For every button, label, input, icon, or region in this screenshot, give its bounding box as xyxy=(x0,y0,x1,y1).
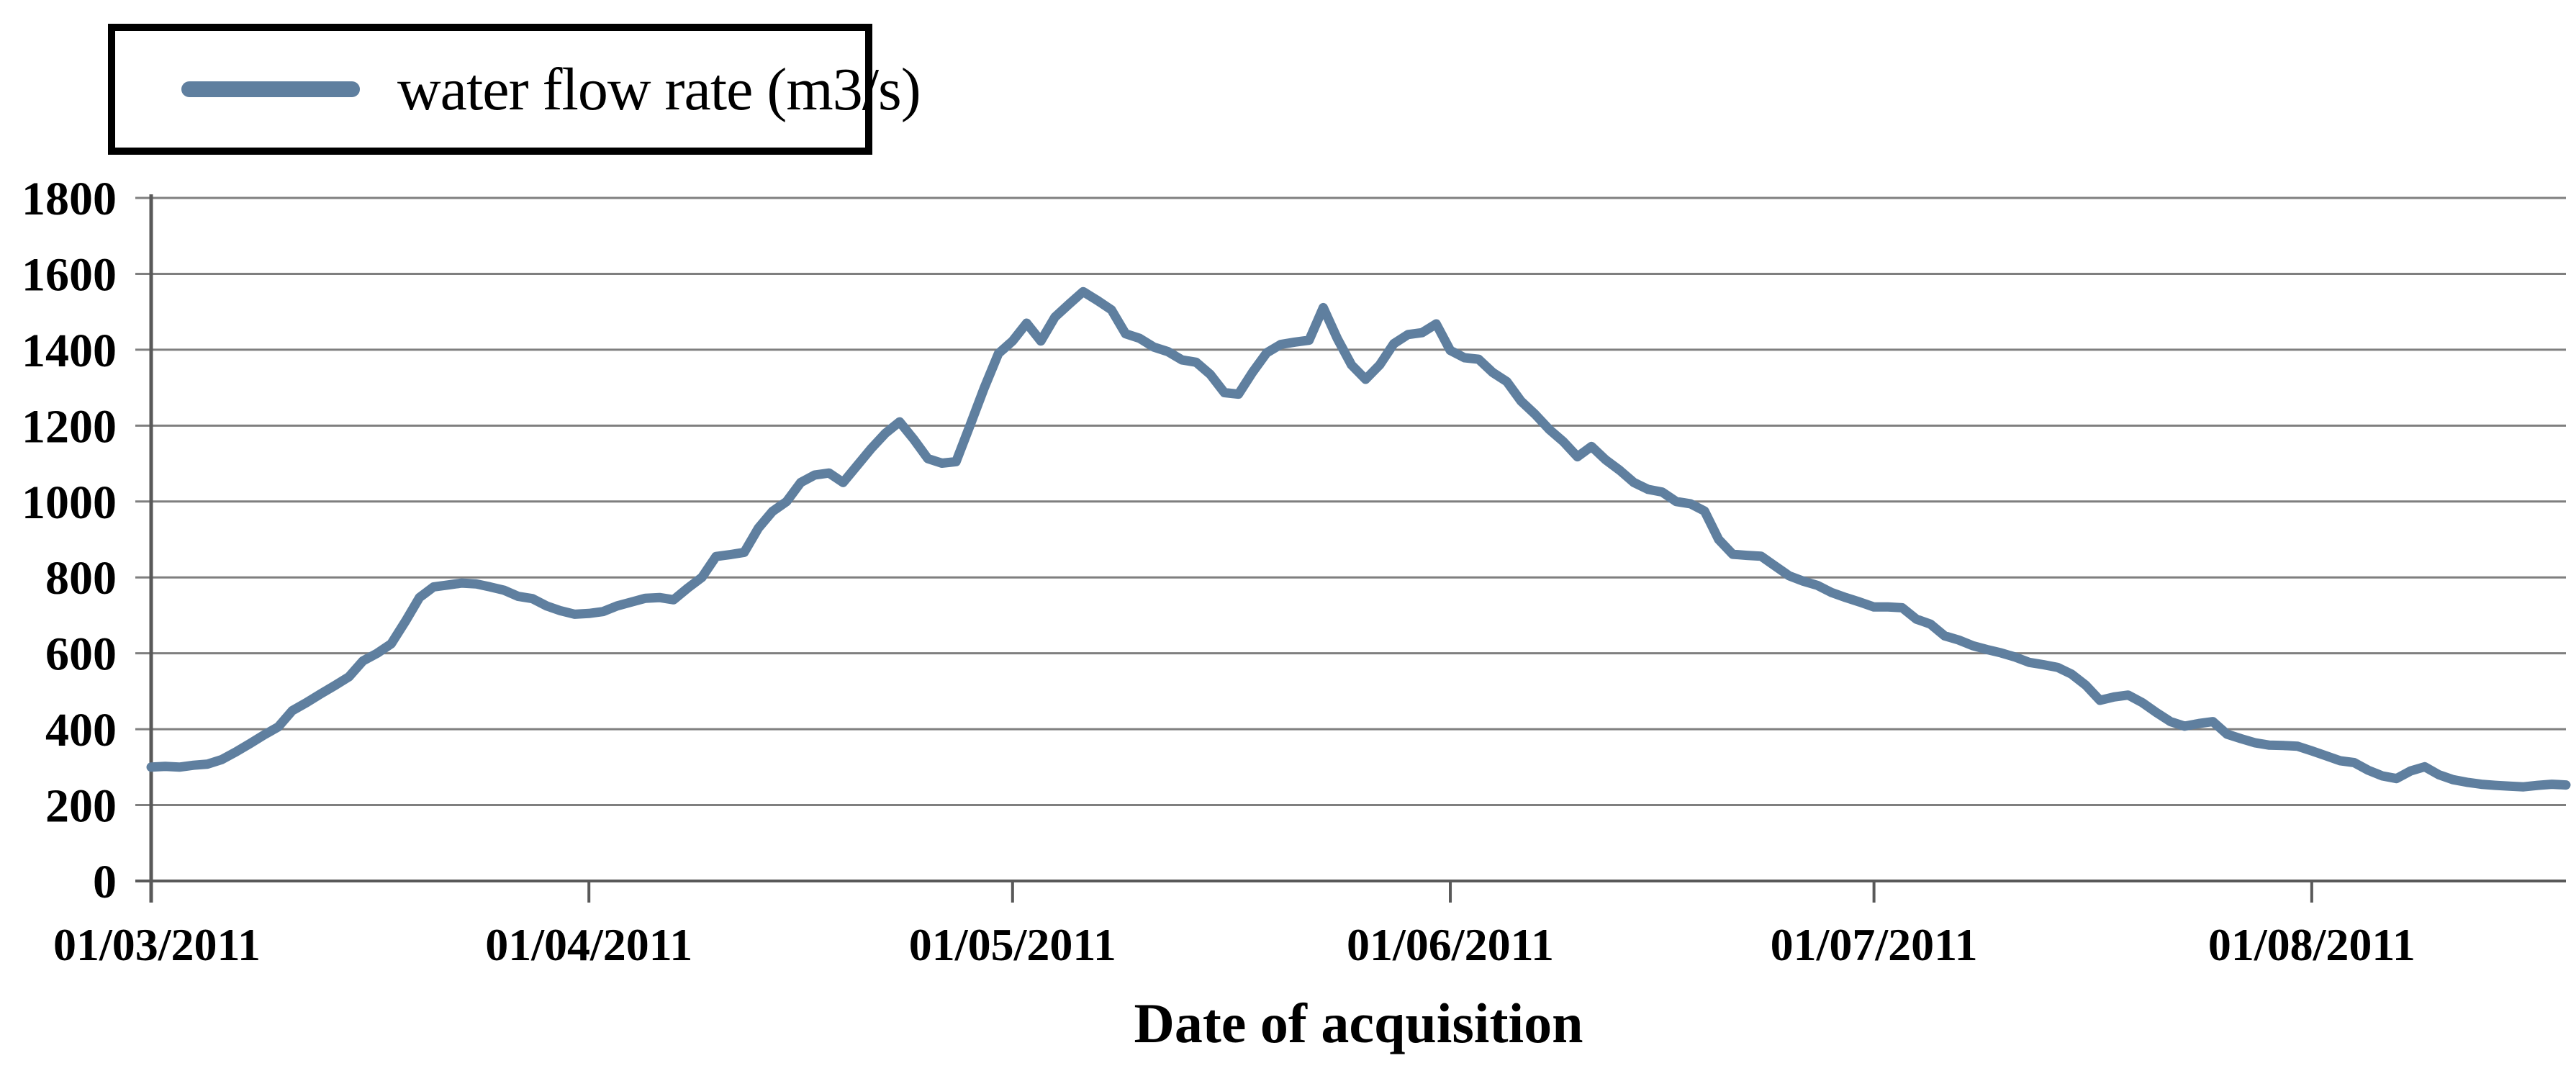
y-tick-label-1000: 1000 xyxy=(22,476,117,529)
y-tick-label-200: 200 xyxy=(45,780,117,833)
x-axis-title: Date of acquisition xyxy=(1134,992,1583,1054)
axes xyxy=(149,194,2313,903)
y-tick-label-1400: 1400 xyxy=(22,325,117,377)
y-tick-label-1800: 1800 xyxy=(22,173,117,225)
x-tick-label-01/03/2011: 01/03/2011 xyxy=(53,919,261,970)
legend-label: water flow rate (m3/s) xyxy=(397,55,921,123)
x-tick-label-01/05/2011: 01/05/2011 xyxy=(909,919,1116,970)
y-tick-label-0: 0 xyxy=(93,856,117,908)
y-tick-label-600: 600 xyxy=(45,628,117,681)
y-tick-label-400: 400 xyxy=(45,704,117,756)
x-tick-label-01/06/2011: 01/06/2011 xyxy=(1347,919,1554,970)
x-tick-label-01/07/2011: 01/07/2011 xyxy=(1771,919,1978,970)
legend: water flow rate (m3/s) xyxy=(108,24,921,155)
x-tick-label-01/04/2011: 01/04/2011 xyxy=(485,919,692,970)
gridlines xyxy=(135,196,2566,882)
x-tick-label-01/08/2011: 01/08/2011 xyxy=(2208,919,2415,970)
axis-labels: 0 200 400 600 800 1000 1200 1400 1600 1800 01/03/2… xyxy=(22,173,2415,970)
y-tick-label-1600: 1600 xyxy=(22,248,117,301)
y-tick-label-800: 800 xyxy=(45,552,117,605)
water-flow-rate-series xyxy=(146,286,2571,792)
legend-line-sample xyxy=(181,81,360,97)
water-flow-rate-line xyxy=(146,286,2571,792)
y-tick-label-1200: 1200 xyxy=(22,400,117,453)
